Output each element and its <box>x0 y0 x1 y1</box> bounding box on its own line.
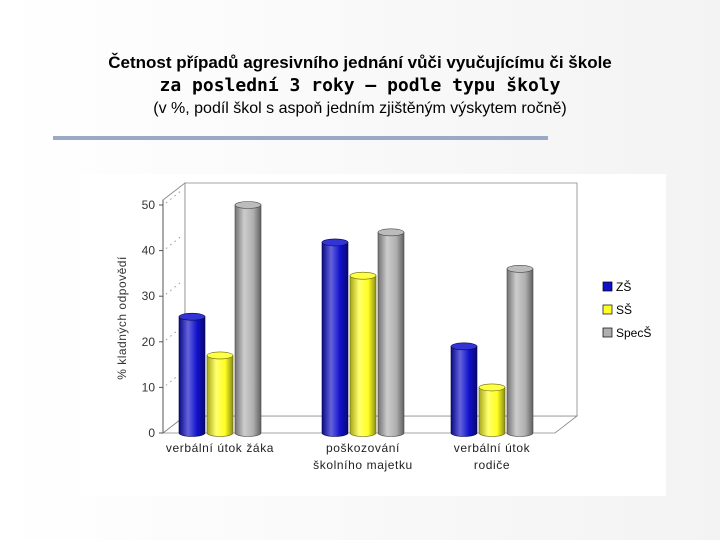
bar-top <box>178 312 206 321</box>
bar-body <box>377 232 405 437</box>
bar <box>349 271 377 437</box>
legend-swatch <box>602 281 613 292</box>
y-grid-dots <box>165 280 183 295</box>
title-rule <box>53 136 548 140</box>
y-tick-label: 30 <box>142 289 156 303</box>
y-tick-label: 40 <box>142 244 156 258</box>
bar <box>178 312 206 437</box>
x-tick-label: poškozování <box>326 441 400 455</box>
bar-body <box>349 275 377 437</box>
legend-label: SpecŠ <box>616 325 651 340</box>
y-tick-label: 20 <box>142 335 156 349</box>
y-tick-label: 10 <box>142 380 156 394</box>
bar <box>377 228 405 437</box>
bar <box>450 342 478 437</box>
bar-body <box>206 355 234 437</box>
legend-swatch <box>602 327 613 338</box>
x-tick-label: rodiče <box>474 458 510 472</box>
chart-subtitle: za poslední 3 roky – podle typu školy <box>159 75 561 96</box>
bar-top <box>349 271 377 280</box>
bar-top <box>206 351 234 360</box>
bar-body <box>450 346 478 437</box>
bar <box>234 201 262 437</box>
y-tick-label: 50 <box>142 198 156 212</box>
bar-top <box>234 201 262 209</box>
bar-body <box>478 387 506 437</box>
bar-body <box>178 316 206 437</box>
legend-label: SŠ <box>616 302 632 317</box>
bar <box>478 383 506 437</box>
chart-title: Četnost případů agresivního jednání vůči… <box>108 53 612 72</box>
bar-top <box>377 228 405 237</box>
bar <box>206 351 234 437</box>
bar-body <box>506 268 534 437</box>
bar-top <box>450 342 478 351</box>
legend-swatch <box>602 304 613 315</box>
chart-title-block: Četnost případů agresivního jednání vůči… <box>0 52 720 120</box>
y-axis-title: % kladných odpovědí <box>115 256 129 380</box>
bar-top <box>478 383 506 392</box>
y-grid-dots <box>165 189 183 204</box>
x-tick-label: verbální útok <box>454 441 531 455</box>
bar-top <box>321 238 349 247</box>
legend-label: ZŠ <box>616 279 631 294</box>
bar-body <box>321 242 349 437</box>
x-tick-label: školního majetku <box>313 458 413 472</box>
bar <box>321 238 349 437</box>
y-tick-label: 0 <box>148 426 155 440</box>
bar-top <box>506 265 534 273</box>
x-tick-label: verbální útok žáka <box>166 441 274 455</box>
y-grid-dots <box>165 235 183 249</box>
bar-body <box>234 204 262 437</box>
bar <box>506 265 534 437</box>
chart-note: (v %, podíl škol s aspoň jedním zjištěný… <box>153 100 567 117</box>
